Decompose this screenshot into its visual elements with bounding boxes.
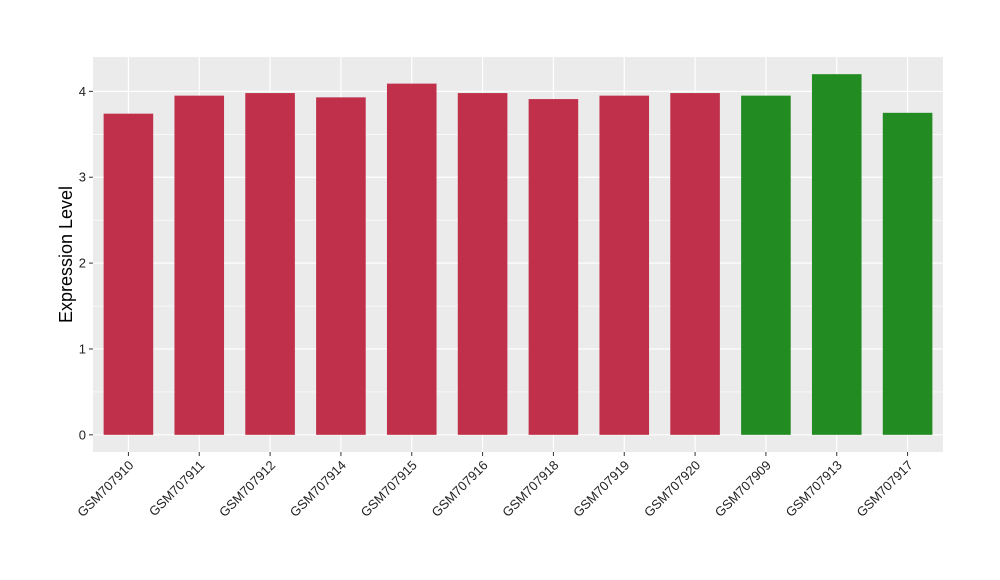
x-tick-label: GSM707917: [853, 458, 915, 520]
x-tick-label: GSM707909: [712, 458, 774, 520]
y-tick-label: 0: [79, 427, 86, 442]
x-tick-label: GSM707919: [570, 458, 632, 520]
bars: [103, 74, 933, 435]
x-tick-label: GSM707912: [216, 458, 278, 520]
bar-GSM707918: [528, 99, 579, 435]
y-axis: 0 1 2 3 4: [79, 84, 93, 442]
x-tick-label: GSM707920: [641, 458, 703, 520]
x-tick-label: GSM707916: [428, 458, 490, 520]
bar-GSM707910: [103, 113, 154, 435]
y-tick-label: 4: [79, 84, 86, 99]
y-tick-label: 1: [79, 341, 86, 356]
y-tick-label: 3: [79, 170, 86, 185]
plot-panel: [93, 57, 943, 452]
x-axis: GSM707910 GSM707911 GSM707912 GSM707914 GSM7…: [74, 452, 916, 520]
grid-minor: [93, 133, 943, 393]
bar-GSM707920: [670, 93, 720, 435]
bar-GSM707913: [811, 74, 862, 435]
y-tick-label: 2: [79, 256, 86, 271]
x-tick-label: GSM707914: [287, 458, 349, 520]
x-tick-label: GSM707910: [74, 458, 136, 520]
y-axis-title: Expression Level: [56, 186, 76, 323]
x-tick-label: GSM707915: [358, 458, 420, 520]
bar-GSM707909: [741, 95, 791, 435]
x-tick-label: GSM707911: [146, 458, 208, 520]
x-tick-label: GSM707913: [783, 458, 845, 520]
x-tick-label: GSM707918: [499, 458, 561, 520]
bar-GSM707911: [174, 95, 225, 435]
bar-GSM707919: [599, 95, 650, 435]
bar-GSM707912: [245, 93, 295, 435]
bar-GSM707914: [316, 97, 366, 435]
bar-GSM707916: [457, 93, 508, 435]
bar-GSM707917: [882, 112, 933, 435]
bar-GSM707915: [386, 83, 437, 435]
